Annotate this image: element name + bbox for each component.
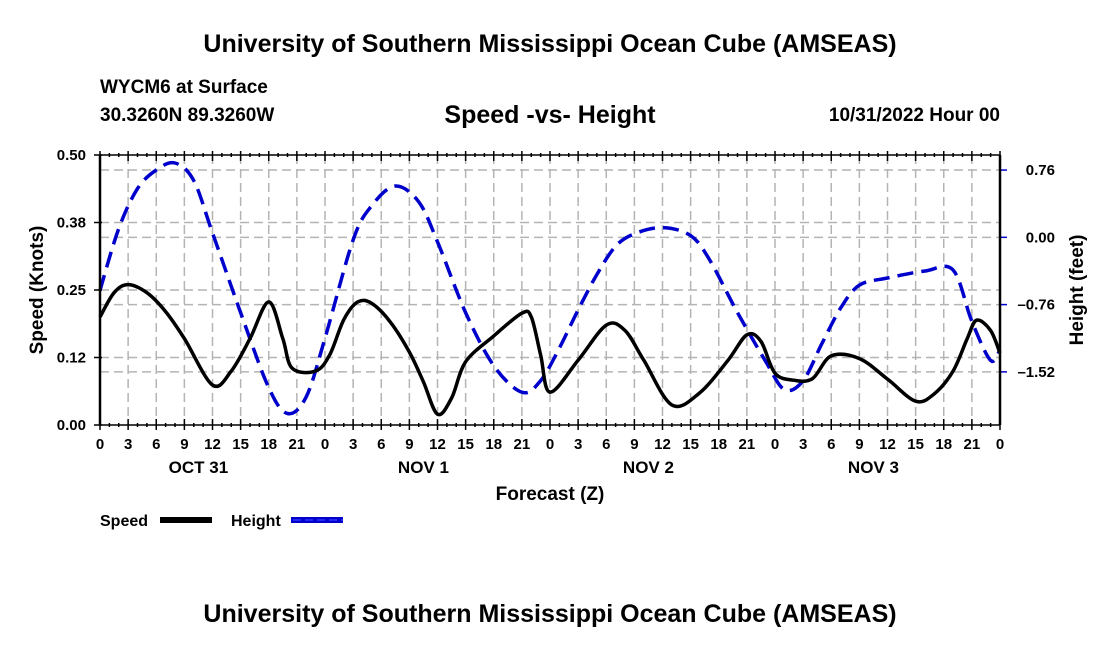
y-tick-label: 0.50: [57, 147, 86, 164]
x-tick-label: 3: [349, 436, 357, 453]
x-axis-title: Forecast (Z): [496, 484, 605, 505]
series-line-height: [98, 160, 1002, 416]
bottom-title: University of Southern Mississippi Ocean…: [203, 600, 897, 628]
x-tick-label: 6: [827, 436, 835, 453]
y-axis-title: Speed (Knots): [27, 226, 48, 355]
x-tick-label: 3: [574, 436, 582, 453]
x-tick-label: 3: [124, 436, 132, 453]
x-tick-label: 21: [514, 436, 531, 453]
x-tick-label: 12: [429, 436, 446, 453]
chart-title: Speed -vs- Height: [444, 101, 656, 129]
x-tick-label: 15: [907, 436, 924, 453]
x-tick-label: 15: [232, 436, 249, 453]
x-tick-label: 9: [405, 436, 413, 453]
y-tick-label: 0.38: [57, 215, 86, 232]
x-tick-label: 9: [855, 436, 863, 453]
legend: Speed Height: [100, 513, 343, 530]
top-title: University of Southern Mississippi Ocean…: [203, 30, 897, 58]
legend-speed-label: Speed: [100, 513, 148, 530]
x-tick-label: 18: [485, 436, 502, 453]
datetime-label: 10/31/2022 Hour 00: [828, 105, 1000, 126]
day-label: NOV 1: [398, 458, 449, 477]
x-tick-label: 0: [546, 436, 554, 453]
axes: 0 3 6 9 12 15 18 21 0 3 6 9 12 15 18 21 0 3 6 9 12 15 18 21 0 3 6 9…: [57, 147, 1055, 477]
x-tick-label: 6: [152, 436, 160, 453]
y2-axis-title: Height (feet): [1067, 235, 1088, 346]
x-tick-label: 9: [630, 436, 638, 453]
axis-labels: Forecast (Z) Speed (Knots) Height (feet): [27, 226, 1088, 505]
x-tick-label: 0: [321, 436, 329, 453]
y2-tick-label: –1.52: [1017, 364, 1055, 381]
x-tick-label: 18: [935, 436, 952, 453]
x-tick-label: 6: [377, 436, 385, 453]
coordinates-label: 30.3260N 89.3260W: [100, 105, 275, 126]
y2-tick-label: 0.76: [1026, 162, 1055, 179]
y-tick-label: 0.12: [57, 350, 86, 367]
x-tick-label: 15: [682, 436, 699, 453]
day-label: NOV 2: [623, 458, 674, 477]
station-label: WYCM6 at Surface: [100, 77, 268, 98]
day-label: NOV 3: [848, 458, 899, 477]
x-tick-label: 21: [739, 436, 756, 453]
legend-speed-swatch: [160, 517, 212, 523]
legend-height-label: Height: [231, 513, 281, 530]
x-tick-label: 0: [996, 436, 1004, 453]
x-tick-label: 9: [180, 436, 188, 453]
x-tick-label: 12: [654, 436, 671, 453]
x-tick-label: 0: [771, 436, 779, 453]
x-tick-label: 21: [289, 436, 306, 453]
x-tick-label: 18: [260, 436, 277, 453]
day-label: OCT 31: [169, 458, 229, 477]
x-tick-label: 18: [710, 436, 727, 453]
y2-tick-label: 0.00: [1026, 229, 1055, 246]
grid: [100, 155, 1000, 425]
x-tick-label: 3: [799, 436, 807, 453]
x-tick-label: 12: [879, 436, 896, 453]
y-tick-label: 0.00: [57, 417, 86, 434]
x-tick-label: 15: [457, 436, 474, 453]
x-tick-label: 0: [96, 436, 104, 453]
x-tick-label: 6: [602, 436, 610, 453]
y-tick-label: 0.25: [57, 282, 86, 299]
y2-tick-label: –0.76: [1017, 297, 1055, 314]
x-tick-label: 12: [204, 436, 221, 453]
series-layer: [98, 160, 1002, 417]
x-tick-label: 21: [964, 436, 981, 453]
series-line-speed: [98, 282, 1002, 417]
